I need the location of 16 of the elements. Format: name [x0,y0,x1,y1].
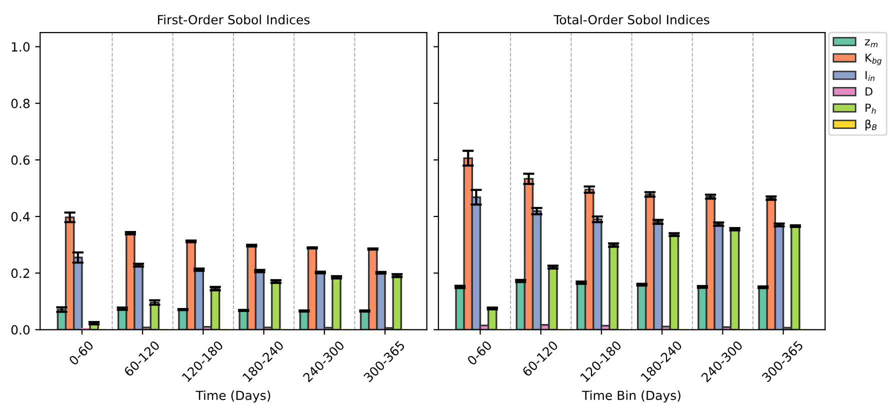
y-tick-label: 0.2 [11,268,30,278]
legend-label: I$_{in}$ [866,71,874,82]
legend-label: z$_{m}$ [865,39,878,48]
x-axis-title: Time Bin (Days) [582,390,680,403]
chart-title: Total-Order Sobol Indices [554,14,710,24]
y-tick-label: 0.6 [11,155,30,165]
x-axis-title: Time (Days) [196,390,270,403]
y-tick-label: 0.4 [11,212,30,222]
legend-label: P$_{h}$ [866,104,876,114]
y-tick-label: 0.8 [11,98,30,108]
legend-label: K$_{bg}$ [866,54,882,66]
legend-label: D [866,87,872,96]
y-tick-label: 1.0 [12,42,30,52]
y-tick-label: 0.0 [11,325,30,335]
legend-label: β$_{B}$ [866,120,877,131]
chart-title: First-Order Sobol Indices [158,14,310,24]
